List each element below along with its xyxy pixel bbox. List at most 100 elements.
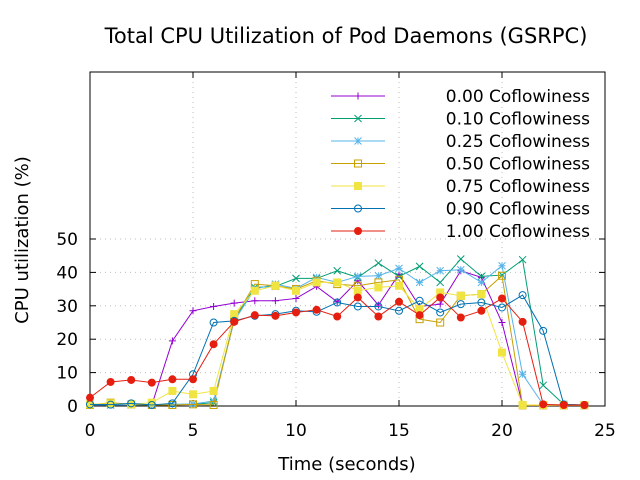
x-tick-labels: 0 5 10 15 20 25 (85, 421, 616, 441)
data-point (106, 377, 115, 386)
data-point (333, 266, 342, 275)
data-point (395, 306, 403, 315)
data-point (436, 308, 445, 317)
data-point (456, 313, 465, 322)
data-point (189, 307, 197, 315)
legend-marker (354, 159, 362, 168)
data-point (168, 386, 177, 395)
data-point (251, 297, 259, 305)
data-point (127, 375, 136, 384)
data-point (539, 400, 548, 409)
x-tick-label: 15 (388, 421, 410, 441)
data-point (230, 317, 239, 326)
y-tick-label: 10 (56, 364, 78, 384)
data-point (580, 400, 589, 409)
data-point (518, 291, 527, 300)
x-tick-label: 20 (491, 421, 513, 441)
legend-entry: 0.25 Coflowiness (331, 132, 590, 152)
data-point (518, 317, 527, 326)
series-line (89, 294, 585, 406)
data-point (189, 400, 197, 409)
series-lines (86, 255, 589, 410)
y-axis-label: CPU utilization (%) (12, 156, 33, 324)
legend-marker (354, 182, 362, 190)
data-point (456, 265, 465, 274)
x-tick-label: 10 (285, 421, 307, 441)
data-point (395, 264, 403, 273)
data-point (209, 318, 218, 327)
data-point (210, 302, 218, 310)
data-point (498, 319, 506, 326)
legend-entry: 0.75 Coflowiness (331, 177, 590, 197)
data-point (436, 318, 445, 327)
data-point (127, 399, 136, 408)
data-point (168, 337, 176, 345)
data-point (498, 303, 506, 312)
data-point (250, 286, 259, 295)
data-point (209, 397, 218, 405)
legend-label: 0.00 Coflowiness (446, 87, 590, 107)
data-point (147, 378, 156, 387)
data-point (168, 400, 177, 409)
data-point (292, 308, 300, 317)
data-point (415, 262, 424, 271)
x-tick-label: 5 (188, 421, 199, 441)
data-point (456, 255, 465, 263)
legend-entry: 0.10 Coflowiness (331, 110, 590, 130)
data-point (559, 400, 568, 409)
data-point (168, 375, 177, 384)
legend-label: 0.75 Coflowiness (446, 177, 590, 197)
data-point (209, 340, 218, 349)
data-point (189, 375, 197, 384)
data-point (518, 370, 527, 379)
data-point (147, 398, 156, 407)
x-tick-label: 0 (85, 421, 96, 441)
data-point (209, 386, 218, 395)
data-point (436, 278, 445, 287)
data-point (374, 259, 383, 267)
x-tick-label: 25 (594, 421, 616, 441)
data-point (230, 310, 239, 319)
y-tick-label: 20 (56, 330, 78, 350)
data-point (333, 312, 342, 321)
data-point (395, 297, 403, 306)
data-point (189, 390, 197, 399)
data-point (86, 393, 94, 402)
series-0 (86, 267, 588, 409)
gridlines (90, 72, 605, 406)
data-point (436, 293, 445, 302)
data-point (498, 271, 506, 280)
data-point (333, 298, 342, 307)
legend-marker (354, 204, 362, 213)
data-point (353, 293, 362, 302)
y-tick-label: 0 (67, 397, 78, 417)
chart-title: Total CPU Utilization of Pod Daemons (GS… (104, 24, 588, 48)
data-point (353, 302, 362, 311)
data-point (106, 400, 115, 409)
data-point (271, 281, 280, 290)
data-point (436, 300, 444, 308)
data-point (374, 283, 383, 292)
data-point (230, 299, 238, 307)
legend-entry: 1.00 Coflowiness (331, 222, 590, 242)
data-point (456, 300, 465, 309)
data-point (374, 271, 383, 280)
legend-label: 1.00 Coflowiness (446, 222, 590, 242)
y-tick-label: 50 (56, 230, 78, 250)
legend-marker (354, 92, 362, 100)
data-point (539, 326, 548, 335)
data-point (498, 261, 506, 270)
data-point (415, 311, 424, 320)
data-point (415, 296, 424, 305)
data-point (292, 274, 300, 283)
legend-marker (354, 227, 362, 235)
data-point (312, 305, 321, 314)
data-point (395, 281, 403, 290)
data-point (374, 302, 383, 311)
data-point (518, 400, 527, 409)
data-point (477, 290, 486, 299)
series-line (89, 270, 585, 406)
data-point (374, 312, 383, 321)
